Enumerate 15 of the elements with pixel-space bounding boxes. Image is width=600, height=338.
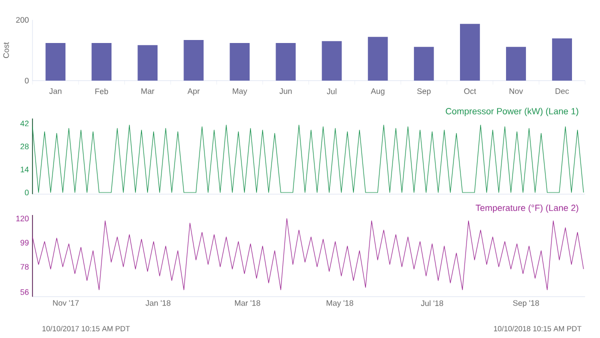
line-series [32,218,584,290]
bar [506,47,526,81]
bar [552,38,572,81]
bar [460,24,480,81]
series-label: Temperature (°F) (Lane 2) [476,204,578,214]
bar [322,41,342,81]
bar [276,43,296,81]
bar [368,37,388,81]
bar [46,43,66,81]
bar [184,40,204,81]
bar [230,43,250,81]
bar [92,43,112,81]
bar [138,45,158,81]
series-label: Compressor Power (kW) (Lane 1) [446,108,578,116]
bar [414,47,434,81]
